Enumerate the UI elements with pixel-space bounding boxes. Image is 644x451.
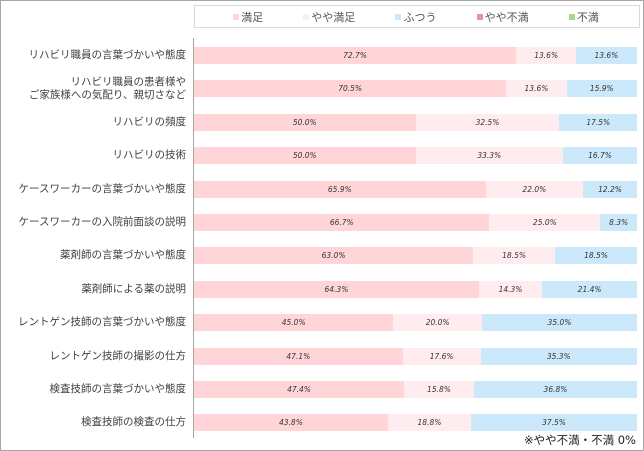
bar-segment: 16.7% <box>563 147 637 165</box>
bar-segment: 25.0% <box>489 214 601 231</box>
category-label: 薬剤師による薬の説明 <box>81 282 186 295</box>
bar-segment: 13.6% <box>516 47 577 64</box>
bar-segment: 50.0% <box>194 147 416 165</box>
legend-item-dissatisfied: 不満 <box>568 9 599 25</box>
legend-item-neutral: ふつう <box>395 9 436 25</box>
bar-segment: 43.8% <box>194 414 388 432</box>
legend-label: 不満 <box>576 10 599 24</box>
bar-segment: 63.0% <box>194 247 474 265</box>
bar-segment: 37.5% <box>471 414 638 432</box>
chart-row: リハビリ職員の患者様や ご家族様への気配り、親切さなど 70.5% 13.6% 15.… <box>0 72 644 105</box>
stacked-bar: 64.3% 14.3% 21.4% <box>194 280 637 298</box>
bar-segment: 47.1% <box>194 347 403 365</box>
chart-row: ケースワーカーの入院前面談の説明 66.7% 25.0% 8.3% <box>0 206 644 239</box>
legend-label: 満足 <box>241 10 264 24</box>
legend-swatch-icon <box>395 13 402 20</box>
chart-legend: 満足 やや満足 ふつう やや不満 不満 <box>194 5 640 28</box>
chart-row: リハビリの頻度 50.0% 32.5% 17.5% <box>0 106 644 139</box>
bar-segment: 15.9% <box>566 80 637 98</box>
chart-note: ※やや不満・不満 0% <box>523 433 636 447</box>
bar-segment: 65.9% <box>194 180 486 198</box>
bar-segment: 13.6% <box>576 47 637 64</box>
bar-segment: 70.5% <box>194 80 507 98</box>
legend-label: やや不満 <box>484 10 529 24</box>
chart-row: リハビリ職員の言葉づかいや態度 72.7% 13.6% 13.6% <box>0 39 644 72</box>
bar-segment: 18.5% <box>555 247 637 265</box>
chart-row: リハビリの技術 50.0% 33.3% 16.7% <box>0 139 644 172</box>
bar-segment: 64.3% <box>194 280 479 298</box>
legend-item-satisfied: 満足 <box>233 9 263 25</box>
bar-segment: 18.8% <box>387 414 472 432</box>
bar-segment: 66.7% <box>194 214 490 231</box>
legend-label: ふつう <box>403 10 437 24</box>
category-label: ケースワーカーの入院前面談の説明 <box>18 216 186 228</box>
bar-segment: 13.6% <box>506 80 567 98</box>
category-label: リハビリの技術 <box>112 149 187 162</box>
bar-segment: 17.6% <box>402 347 481 365</box>
stacked-bar: 43.8% 18.8% 37.5% <box>194 414 638 432</box>
bar-segment: 35.0% <box>481 314 637 332</box>
category-label: 薬剤師の言葉づかいや態度 <box>60 249 186 262</box>
bar-segment: 18.5% <box>473 247 556 265</box>
category-label: ケースワーカーの言葉づかいや態度 <box>18 182 186 195</box>
category-label: レントゲン技師の言葉づかいや態度 <box>18 316 186 329</box>
category-label: リハビリの頻度 <box>112 115 187 128</box>
bar-segment: 32.5% <box>415 113 560 131</box>
stacked-bar: 45.0% 20.0% 35.0% <box>194 314 637 332</box>
bar-segment: 22.0% <box>485 180 584 198</box>
category-label: 検査技師の検査の仕方 <box>81 416 186 429</box>
bar-segment: 8.3% <box>600 214 637 231</box>
bar-segment: 15.8% <box>403 381 474 398</box>
stacked-bar: 47.4% 15.8% 36.8% <box>194 381 637 398</box>
bar-segment: 20.0% <box>393 314 482 332</box>
chart-row: 検査技師の検査の仕方 43.8% 18.8% 37.5% <box>0 406 644 439</box>
category-label: リハビリ職員の言葉づかいや態度 <box>28 49 187 61</box>
category-label: リハビリ職員の患者様や ご家族様への気配り、親切さなど <box>28 75 186 101</box>
legend-swatch-icon <box>233 13 240 20</box>
bar-segment: 14.3% <box>478 280 543 298</box>
chart-row: 薬剤師による薬の説明 64.3% 14.3% 21.4% <box>0 273 644 306</box>
bar-segment: 45.0% <box>194 314 394 332</box>
stacked-bar: 66.7% 25.0% 8.3% <box>194 214 637 231</box>
legend-item-somewhat-dissatisfied: やや不満 <box>476 9 529 25</box>
category-axis-line <box>193 38 194 438</box>
legend-item-somewhat-satisfied: やや満足 <box>303 9 355 25</box>
bar-segment: 50.0% <box>194 113 416 131</box>
stacked-bar: 72.7% 13.6% 13.6% <box>194 47 637 64</box>
legend-label: やや満足 <box>311 10 356 24</box>
legend-swatch-icon <box>568 13 575 20</box>
bar-segment: 36.8% <box>473 381 637 398</box>
stacked-bar: 50.0% 33.3% 16.7% <box>194 147 637 165</box>
chart-row: レントゲン技師の言葉づかいや態度 45.0% 20.0% 35.0% <box>0 306 644 339</box>
bar-segment: 17.5% <box>559 113 637 131</box>
stacked-bar: 63.0% 18.5% 18.5% <box>194 247 637 265</box>
bar-segment: 35.3% <box>480 347 637 365</box>
stacked-bar: 47.1% 17.6% 35.3% <box>194 347 637 365</box>
category-label: レントゲン技師の撮影の仕方 <box>49 349 187 362</box>
bar-segment: 47.4% <box>194 381 404 398</box>
chart-row: ケースワーカーの言葉づかいや態度 65.9% 22.0% 12.2% <box>0 173 644 206</box>
stacked-bar: 50.0% 32.5% 17.5% <box>194 113 637 131</box>
stacked-bar: 70.5% 13.6% 15.9% <box>194 80 637 98</box>
legend-swatch-icon <box>476 13 483 20</box>
stacked-bar: 65.9% 22.0% 12.2% <box>194 180 637 198</box>
chart-row: 薬剤師の言葉づかいや態度 63.0% 18.5% 18.5% <box>0 239 644 272</box>
chart-row: レントゲン技師の撮影の仕方 47.1% 17.6% 35.3% <box>0 340 644 373</box>
legend-swatch-icon <box>303 13 310 20</box>
category-label: 検査技師の言葉づかいや態度 <box>49 383 187 395</box>
bar-segment: 12.2% <box>583 180 637 198</box>
bar-segment: 72.7% <box>194 47 517 64</box>
bar-segment: 33.3% <box>415 147 564 165</box>
bar-segment: 21.4% <box>542 280 637 298</box>
chart-row: 検査技師の言葉づかいや態度 47.4% 15.8% 36.8% <box>0 373 644 406</box>
